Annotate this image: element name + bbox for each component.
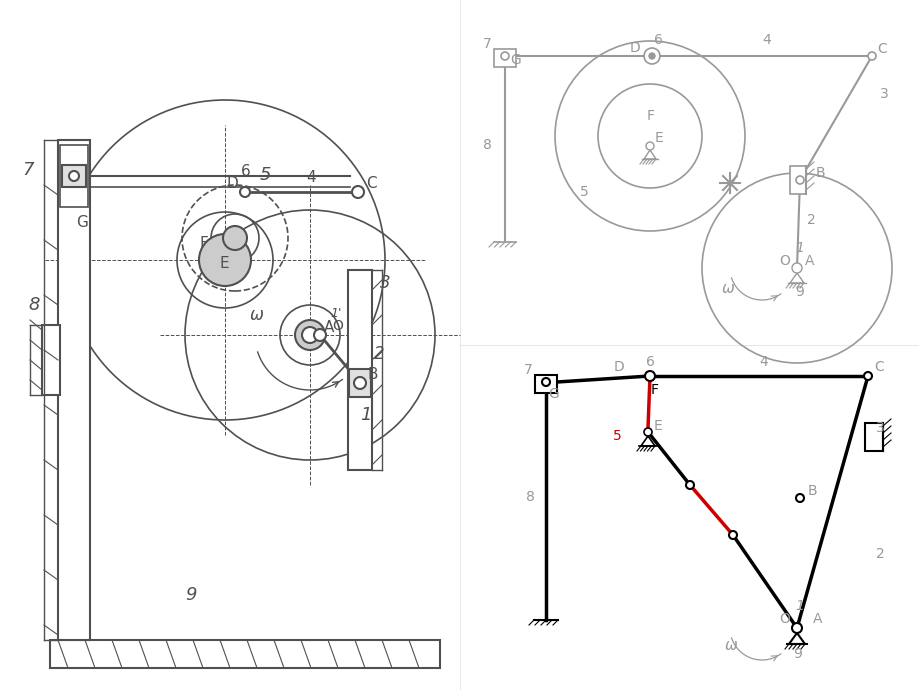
Text: O: O [778,254,789,268]
Circle shape [795,176,803,184]
Text: C: C [876,42,886,56]
Circle shape [791,263,801,273]
Text: D: D [613,360,624,374]
Text: A: A [812,612,822,626]
Text: 3: 3 [380,274,391,292]
Text: 8: 8 [482,138,492,152]
Text: 6: 6 [241,164,251,179]
Circle shape [541,378,550,386]
Text: A: A [323,320,334,335]
Circle shape [240,187,250,197]
Text: 1: 1 [359,406,371,424]
Text: 2: 2 [806,213,815,227]
Circle shape [791,623,801,633]
Text: 6: 6 [653,33,663,47]
Bar [535,375,556,393]
Text: 4: 4 [761,33,770,47]
Circle shape [686,481,693,489]
Text: A: A [804,254,813,268]
Circle shape [352,186,364,198]
Bar [60,145,88,207]
Text: 9: 9 [185,586,197,604]
Circle shape [501,52,508,60]
Circle shape [648,53,654,59]
Text: D: D [630,41,640,55]
Circle shape [643,428,652,436]
Bar [62,165,85,187]
Text: 7: 7 [524,363,532,377]
Text: 7: 7 [22,161,33,179]
Text: ω: ω [724,638,737,653]
Text: 8: 8 [526,490,534,504]
Text: G: G [76,215,88,230]
Bar [348,369,370,397]
Text: O: O [778,612,789,626]
Circle shape [728,531,736,539]
Text: 2: 2 [374,345,384,363]
Circle shape [69,171,79,181]
Bar [494,49,516,67]
Bar [864,423,882,451]
Text: G: G [548,387,558,401]
Text: B: B [815,166,824,180]
Text: ω: ω [250,306,264,324]
Text: O: O [332,319,343,333]
Bar [347,270,371,470]
Circle shape [199,234,251,286]
Text: 4: 4 [758,355,767,369]
Text: 2: 2 [875,547,884,561]
Text: 9: 9 [792,647,801,661]
Text: 3: 3 [875,421,884,435]
Text: C: C [873,360,883,374]
Circle shape [295,320,324,350]
Circle shape [354,377,366,389]
Text: E: E [220,256,230,271]
Bar [50,640,439,668]
Text: E: E [653,419,662,433]
Text: F: F [651,383,658,397]
Text: B: B [368,367,378,382]
Text: 1: 1 [794,599,803,613]
Text: 7: 7 [482,37,492,51]
Text: 5: 5 [260,166,271,184]
Text: 6: 6 [645,355,654,369]
Text: 5: 5 [612,429,621,443]
Circle shape [645,142,653,150]
Circle shape [867,52,875,60]
Text: D: D [227,176,239,191]
Bar [42,325,60,395]
Text: 4: 4 [306,170,315,185]
Text: 1: 1 [794,241,803,255]
Text: C: C [366,176,376,191]
Text: F: F [646,109,654,123]
Circle shape [313,329,325,341]
Circle shape [795,494,803,502]
Circle shape [863,372,871,380]
Circle shape [222,226,246,250]
Text: G: G [509,53,520,67]
Text: B: B [807,484,817,498]
Text: E: E [654,131,663,145]
Text: 1': 1' [330,307,341,320]
Circle shape [301,327,318,343]
Circle shape [644,371,654,381]
Text: ω: ω [721,281,734,296]
Bar [789,166,805,194]
Circle shape [643,48,659,64]
Text: 8: 8 [28,296,40,314]
Text: F: F [199,236,209,251]
Bar [58,140,90,640]
Text: 3: 3 [879,87,888,101]
Text: 5: 5 [579,185,588,199]
Text: 9: 9 [794,285,803,299]
